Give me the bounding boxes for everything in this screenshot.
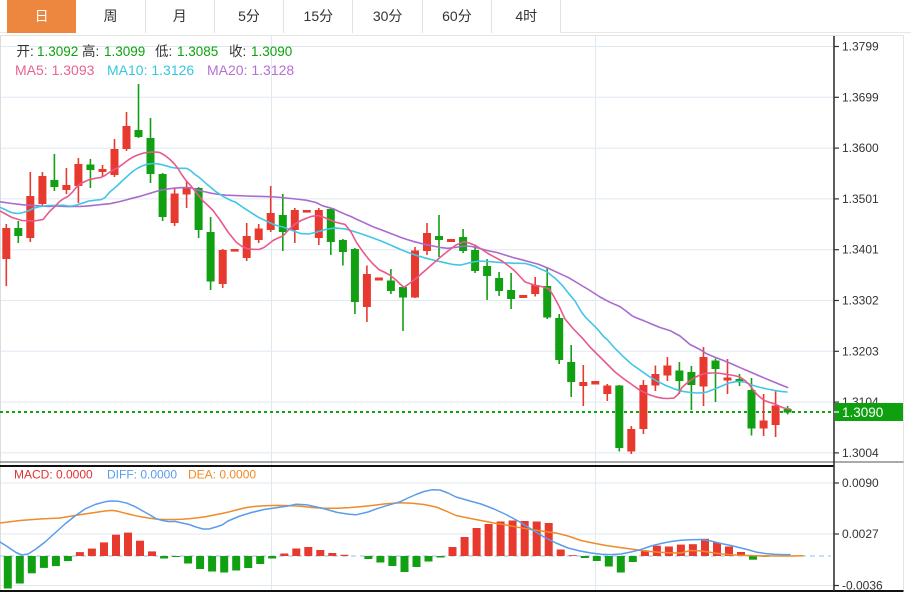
svg-text:1.3004: 1.3004 (842, 446, 879, 460)
svg-text:1.3085: 1.3085 (177, 44, 218, 59)
svg-text:收:: 收: (229, 44, 246, 59)
svg-text:DIFF: 0.0000: DIFF: 0.0000 (107, 468, 177, 482)
svg-text:DEA: 0.0000: DEA: 0.0000 (188, 468, 256, 482)
svg-text:MA10: 1.3126: MA10: 1.3126 (107, 62, 194, 78)
svg-text:开:: 开: (17, 44, 34, 59)
svg-text:1.3092: 1.3092 (37, 44, 78, 59)
svg-text:MA5: 1.3093: MA5: 1.3093 (15, 62, 95, 78)
svg-text:MACD: 0.0000: MACD: 0.0000 (14, 468, 93, 482)
svg-text:1.3090: 1.3090 (251, 44, 292, 59)
svg-text:低:: 低: (155, 44, 172, 59)
svg-text:高:: 高: (82, 43, 99, 59)
svg-text:-0.0036: -0.0036 (842, 579, 883, 593)
svg-text:1.3203: 1.3203 (842, 344, 879, 358)
svg-text:1.3699: 1.3699 (842, 90, 879, 104)
svg-text:0.0090: 0.0090 (842, 476, 879, 490)
svg-text:1.3302: 1.3302 (842, 294, 879, 308)
svg-text:1.3799: 1.3799 (842, 40, 879, 54)
svg-text:1.3090: 1.3090 (842, 405, 883, 420)
svg-text:1.3099: 1.3099 (104, 44, 145, 59)
svg-text:1.3501: 1.3501 (842, 192, 879, 206)
svg-text:0.0027: 0.0027 (842, 527, 879, 541)
svg-text:1.3600: 1.3600 (842, 141, 879, 155)
svg-text:1.3401: 1.3401 (842, 243, 879, 257)
svg-text:MA20: 1.3128: MA20: 1.3128 (207, 62, 294, 78)
